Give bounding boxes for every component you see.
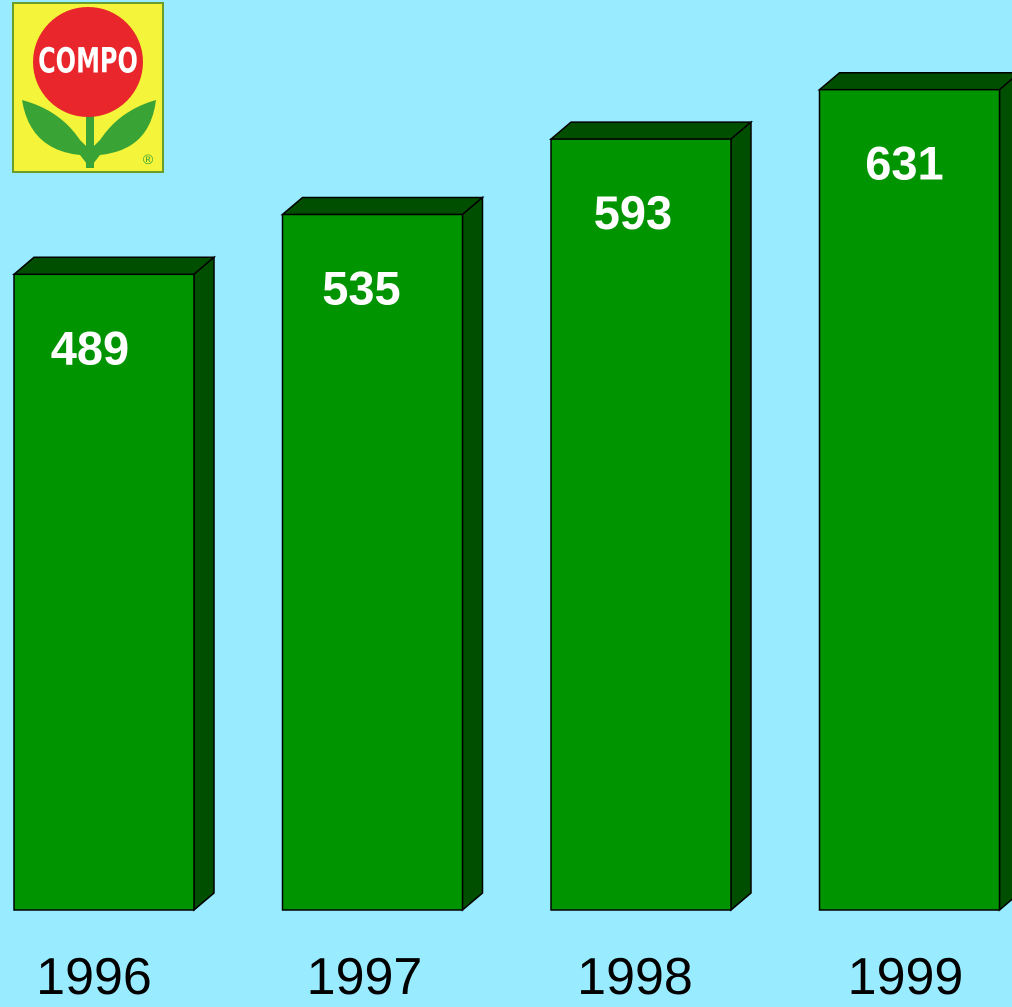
x-tick-label: 1999 xyxy=(848,948,964,1006)
logo-leaves xyxy=(22,100,156,168)
value-label: 631 xyxy=(865,137,943,190)
bar xyxy=(818,88,1001,911)
bar-top xyxy=(817,71,1012,91)
bar-side xyxy=(998,78,1012,912)
bar-top xyxy=(11,256,217,276)
logo-stem xyxy=(86,110,94,168)
value-label: 489 xyxy=(51,321,129,374)
bar xyxy=(13,273,195,911)
bar-side xyxy=(193,255,215,912)
bar-side xyxy=(461,195,484,912)
logo-mark: ® xyxy=(143,151,154,167)
value-label: 535 xyxy=(322,262,400,315)
bar xyxy=(550,138,732,911)
x-tick-label: 1998 xyxy=(577,948,693,1006)
logo-text: COMPO xyxy=(38,41,138,82)
value-label: 593 xyxy=(594,186,672,239)
x-tick-label: 1997 xyxy=(307,948,423,1006)
bar xyxy=(281,213,464,911)
x-tick-label: 1996 xyxy=(36,948,152,1006)
bar-top xyxy=(280,196,485,216)
bar-side xyxy=(730,120,752,912)
logo-circle xyxy=(33,7,143,117)
logo: COMPO ® xyxy=(12,2,164,173)
bar-top xyxy=(548,121,754,140)
